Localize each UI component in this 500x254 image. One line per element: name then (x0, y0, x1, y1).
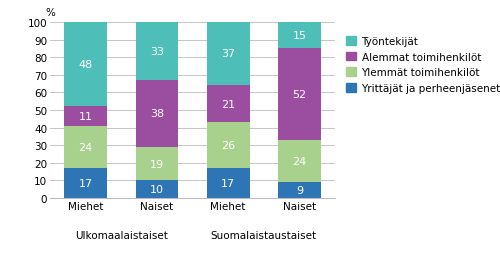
Bar (136, 81, 178, 147)
Bar (207, 168, 250, 198)
Bar (64, 168, 107, 198)
Text: 19: 19 (150, 159, 164, 169)
Text: Ulkomaalaistaiset: Ulkomaalaistaiset (75, 230, 168, 240)
Bar (207, 123, 250, 168)
Text: 24: 24 (78, 142, 93, 152)
Bar (136, 147, 178, 181)
Text: 17: 17 (221, 178, 235, 188)
Bar (136, 23, 178, 81)
Text: 24: 24 (292, 156, 306, 166)
Text: 26: 26 (221, 140, 235, 151)
Text: 15: 15 (292, 31, 306, 41)
Bar (278, 23, 321, 49)
Text: 37: 37 (221, 49, 235, 58)
Bar (278, 182, 321, 198)
Bar (64, 107, 107, 126)
Text: 52: 52 (292, 90, 306, 100)
Bar (136, 181, 178, 198)
Text: 48: 48 (78, 60, 93, 70)
Bar (64, 23, 107, 107)
Text: 10: 10 (150, 184, 164, 194)
Bar (64, 126, 107, 168)
Legend: Työntekijät, Alemmat toimihenkilöt, Ylemmät toimihenkilöt, Yrittäjät ja perheenj: Työntekijät, Alemmat toimihenkilöt, Ylem… (346, 37, 500, 94)
Bar (278, 140, 321, 182)
Bar (207, 21, 250, 86)
Bar (207, 86, 250, 123)
Bar (278, 49, 321, 140)
Text: 21: 21 (221, 99, 235, 109)
Text: 17: 17 (78, 178, 92, 188)
Text: 9: 9 (296, 185, 303, 195)
Text: 11: 11 (78, 112, 92, 122)
Text: %: % (45, 8, 55, 18)
Text: Suomalaistaustaiset: Suomalaistaustaiset (210, 230, 317, 240)
Text: 33: 33 (150, 47, 164, 57)
Text: 38: 38 (150, 109, 164, 119)
